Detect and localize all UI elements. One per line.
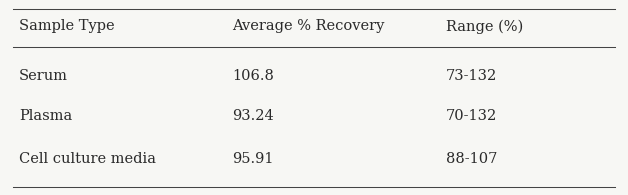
Text: 95.91: 95.91 [232, 152, 274, 166]
Text: Cell culture media: Cell culture media [19, 152, 156, 166]
Text: 106.8: 106.8 [232, 69, 274, 83]
Text: 93.24: 93.24 [232, 109, 274, 123]
Text: Sample Type: Sample Type [19, 19, 114, 33]
Text: Average % Recovery: Average % Recovery [232, 19, 385, 33]
Text: 73-132: 73-132 [446, 69, 497, 83]
Text: Serum: Serum [19, 69, 68, 83]
Text: Range (%): Range (%) [446, 19, 523, 34]
Text: 70-132: 70-132 [446, 109, 497, 123]
Text: 88-107: 88-107 [446, 152, 497, 166]
Text: Plasma: Plasma [19, 109, 72, 123]
